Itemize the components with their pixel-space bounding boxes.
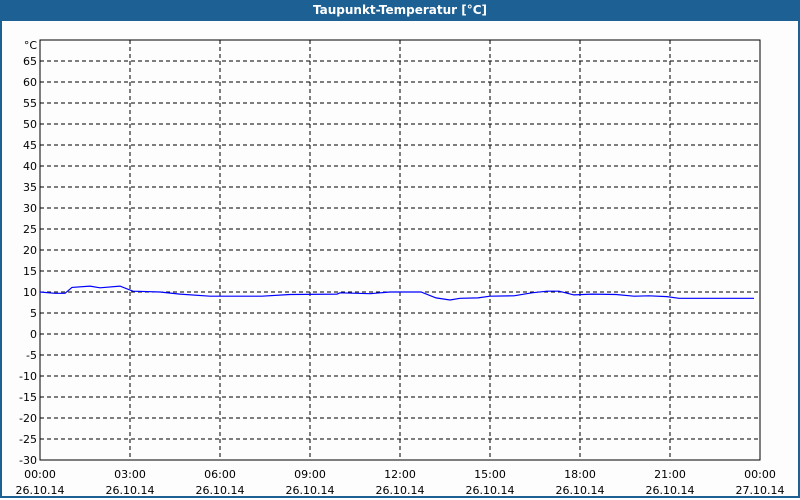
y-tick-label: 35: [23, 181, 37, 194]
y-tick-label: 10: [23, 286, 37, 299]
x-tick-time: 03:00: [114, 468, 146, 481]
x-tick-date: 26.10.14: [376, 484, 425, 497]
x-tick-date: 26.10.14: [286, 484, 335, 497]
x-tick-time: 09:00: [294, 468, 326, 481]
y-tick-label: 20: [23, 244, 37, 257]
x-tick-time: 15:00: [474, 468, 506, 481]
y-tick-label: 15: [23, 265, 37, 278]
y-tick-label: 55: [23, 97, 37, 110]
y-tick-label: 50: [23, 118, 37, 131]
y-tick-label: 5: [30, 307, 37, 320]
x-tick-date: 26.10.14: [466, 484, 515, 497]
x-tick-date: 26.10.14: [196, 484, 245, 497]
dewpoint-line: [39, 285, 754, 301]
x-tick-date: 26.10.14: [556, 484, 605, 497]
y-tick-label: 40: [23, 160, 37, 173]
y-tick-label: 0: [30, 328, 37, 341]
y-tick-label: -30: [19, 454, 37, 467]
y-tick-label: 60: [23, 76, 37, 89]
x-tick-time: 00:00: [24, 468, 56, 481]
y-tick-label: -5: [26, 349, 37, 362]
x-tick-time: 12:00: [384, 468, 416, 481]
x-tick-time: 06:00: [204, 468, 236, 481]
plot-frame: [39, 39, 761, 461]
x-tick-time: 18:00: [564, 468, 596, 481]
y-tick-label: -25: [19, 433, 37, 446]
y-tick-label: -20: [19, 412, 37, 425]
y-tick-label: 25: [23, 223, 37, 236]
x-tick-time: 21:00: [654, 468, 686, 481]
x-tick-date: 26.10.14: [106, 484, 155, 497]
y-tick-label: -15: [19, 391, 37, 404]
y-tick-label: 30: [23, 202, 37, 215]
x-tick-date: 26.10.14: [16, 484, 65, 497]
y-tick-label: -10: [19, 370, 37, 383]
window-title: Taupunkt-Temperatur [°C]: [0, 0, 800, 21]
x-tick-time: 00:00: [744, 468, 776, 481]
y-tick-label: 45: [23, 139, 37, 152]
x-tick-date: 26.10.14: [646, 484, 695, 497]
y-axis-unit: °C: [24, 39, 38, 52]
y-tick-label: 65: [23, 55, 37, 68]
x-tick-date: 27.10.14: [736, 484, 785, 497]
